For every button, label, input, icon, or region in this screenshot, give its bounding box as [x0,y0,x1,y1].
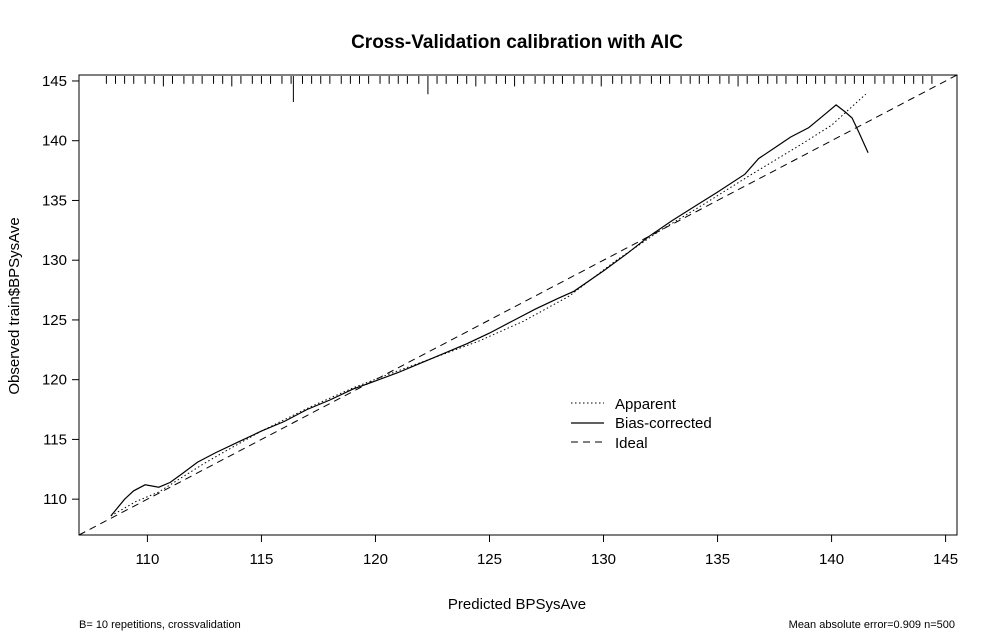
y-tick-label-145: 145 [42,73,67,90]
legend-label-bias-corrected: Bias-corrected [615,415,712,432]
ideal-line [78,74,958,536]
legend: Apparent Bias-corrected Ideal [571,396,712,452]
plot-frame [78,74,958,536]
legend-label-ideal: Ideal [615,435,648,452]
x-tick-label-125: 125 [477,551,502,568]
y-axis: 110 115 120 125 130 135 140 145 [42,73,79,508]
x-tick-label-145: 145 [933,551,958,568]
x-tick-label-135: 135 [705,551,730,568]
x-tick-label-130: 130 [591,551,616,568]
y-tick-label-110: 110 [43,491,67,508]
bias-corrected-line [110,104,869,517]
x-tick-label-115: 115 [249,551,273,568]
x-tick-label-110: 110 [135,551,159,568]
y-tick-label-135: 135 [42,192,67,209]
x-axis: 110 115 120 125 130 135 140 145 [135,535,958,568]
x-tick-label-140: 140 [819,551,844,568]
x-tick-label-120: 120 [363,551,388,568]
footnote-repetitions: B= 10 repetitions, crossvalidation [79,619,241,631]
y-tick-label-125: 125 [42,312,67,329]
y-tick-label-120: 120 [42,372,67,389]
y-tick-label-115: 115 [43,431,67,448]
x-axis-label: Predicted BPSysAve [448,596,586,613]
plot-lines [78,74,958,536]
y-tick-label-140: 140 [42,133,67,150]
y-axis-label: Observed train$BPSysAve [6,217,23,394]
footnote-error: Mean absolute error=0.909 n=500 [789,619,955,631]
legend-label-apparent: Apparent [615,396,677,413]
rug-marks [105,76,933,102]
apparent-line [110,93,867,517]
y-tick-label-130: 130 [42,252,67,269]
chart-title: Cross-Validation calibration with AIC [351,32,683,53]
